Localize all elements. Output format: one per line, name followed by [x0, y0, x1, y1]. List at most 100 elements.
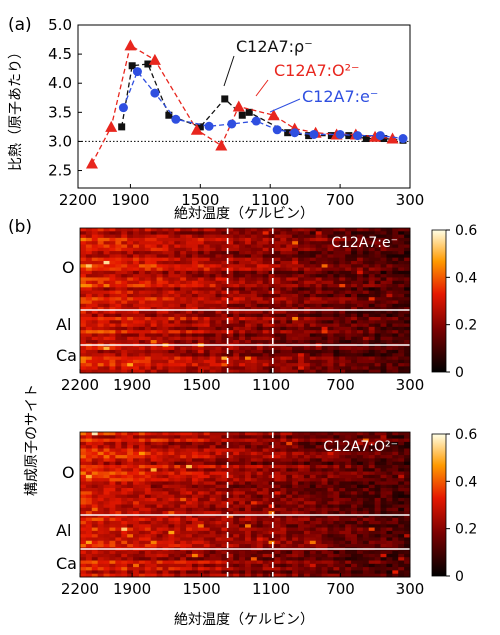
- heat-cell: [398, 441, 405, 446]
- heat-cell: [292, 530, 299, 535]
- heat-cell: [85, 527, 93, 532]
- heat-cell: [368, 349, 376, 354]
- heat-cell: [209, 458, 216, 463]
- heat-cell: [274, 461, 281, 466]
- heat-cell: [180, 254, 187, 259]
- heat-cell: [345, 441, 352, 446]
- heat-cell: [356, 369, 364, 374]
- heat-cell: [127, 544, 134, 548]
- heat-cell: [191, 504, 199, 509]
- heat-cell: [150, 336, 158, 341]
- heat-cell: [197, 441, 205, 446]
- heat-cell: [386, 511, 393, 515]
- heat-cell: [262, 257, 269, 262]
- heat-cell: [404, 478, 411, 482]
- heat-cell: [250, 307, 258, 311]
- heat-cell: [327, 517, 334, 522]
- heat-cell: [191, 517, 199, 522]
- heat-cell: [398, 494, 405, 499]
- heat-cell: [221, 507, 228, 512]
- heat-cell: [233, 557, 240, 561]
- heat-cell: [362, 316, 370, 321]
- heat-cell: [362, 517, 370, 522]
- heat-cell: [209, 340, 216, 344]
- heat-cell: [339, 464, 346, 469]
- heat-cell: [203, 438, 211, 443]
- heat-cell: [339, 438, 346, 443]
- heat-cell: [197, 320, 205, 324]
- heat-cell: [315, 303, 323, 308]
- heat-cell: [298, 274, 305, 278]
- heat-cell: [109, 336, 116, 341]
- heat-cell: [180, 349, 187, 354]
- heat-cell: [168, 550, 175, 555]
- heat-cell: [274, 530, 281, 535]
- heat-cell: [351, 257, 358, 262]
- heat-cell: [380, 363, 387, 367]
- heat-cell: [274, 267, 281, 272]
- heat-cell: [203, 524, 211, 528]
- heat-cell: [115, 507, 122, 512]
- heat-cell: [97, 448, 104, 453]
- heat-cell: [339, 484, 346, 489]
- heat-cell: [327, 280, 334, 285]
- heat-cell: [109, 478, 116, 482]
- heat-cell: [392, 570, 399, 575]
- heat-cell: [298, 550, 305, 555]
- heat-cell: [80, 270, 87, 275]
- heat-cell: [174, 451, 181, 456]
- heat-cell: [374, 563, 381, 568]
- heat-cell: [345, 432, 352, 436]
- heat-cell: [91, 353, 99, 357]
- heat-cell: [327, 544, 334, 548]
- heat-cell: [85, 307, 93, 311]
- heat-cell: [215, 340, 222, 344]
- heat-cell: [80, 254, 87, 259]
- heat-cell: [115, 267, 122, 272]
- heat-cell: [80, 468, 87, 472]
- heat-cell: [138, 563, 146, 568]
- heat-cell: [268, 277, 275, 282]
- heat-cell: [197, 471, 205, 476]
- heat-cell: [333, 267, 340, 272]
- heat-cell: [180, 504, 187, 509]
- heat-cell: [239, 534, 246, 538]
- heat-cell: [162, 293, 169, 298]
- heat-cell: [286, 445, 293, 449]
- heat-cell: [262, 441, 269, 446]
- heat-cell: [250, 241, 258, 245]
- heat-cell: [239, 287, 246, 292]
- heat-cell: [209, 455, 216, 459]
- heat-cell: [97, 511, 104, 515]
- heat-cell: [180, 303, 187, 308]
- heat-cell: [133, 254, 140, 259]
- heat-cell: [309, 491, 317, 496]
- heat-cell: [156, 228, 163, 232]
- heat-cell: [127, 458, 134, 463]
- heat-cell: [97, 228, 104, 232]
- heat-cell: [180, 527, 187, 532]
- heat-cell: [274, 307, 281, 311]
- heat-cell: [221, 448, 228, 453]
- heat-cell: [362, 228, 370, 232]
- heat-cell: [298, 313, 305, 318]
- heat-cell: [298, 455, 305, 459]
- heat-cell: [103, 468, 110, 472]
- heat-cell: [239, 448, 246, 453]
- heat-cell: [91, 257, 99, 262]
- heat-cell: [256, 310, 264, 315]
- heat-cell: [162, 488, 169, 492]
- heat-cell: [333, 458, 340, 463]
- heat-cell: [97, 300, 104, 305]
- heat-cell: [262, 484, 269, 489]
- heat-cell: [209, 540, 216, 545]
- heat-cell: [144, 257, 152, 262]
- heat-cell: [280, 363, 287, 367]
- heat-cell: [327, 484, 334, 489]
- heat-cell: [298, 323, 305, 328]
- heat-cell: [91, 540, 99, 545]
- heat-cell: [262, 254, 269, 259]
- heat-cell: [303, 356, 311, 361]
- heat-cell: [227, 501, 234, 505]
- heat-cell: [215, 557, 222, 561]
